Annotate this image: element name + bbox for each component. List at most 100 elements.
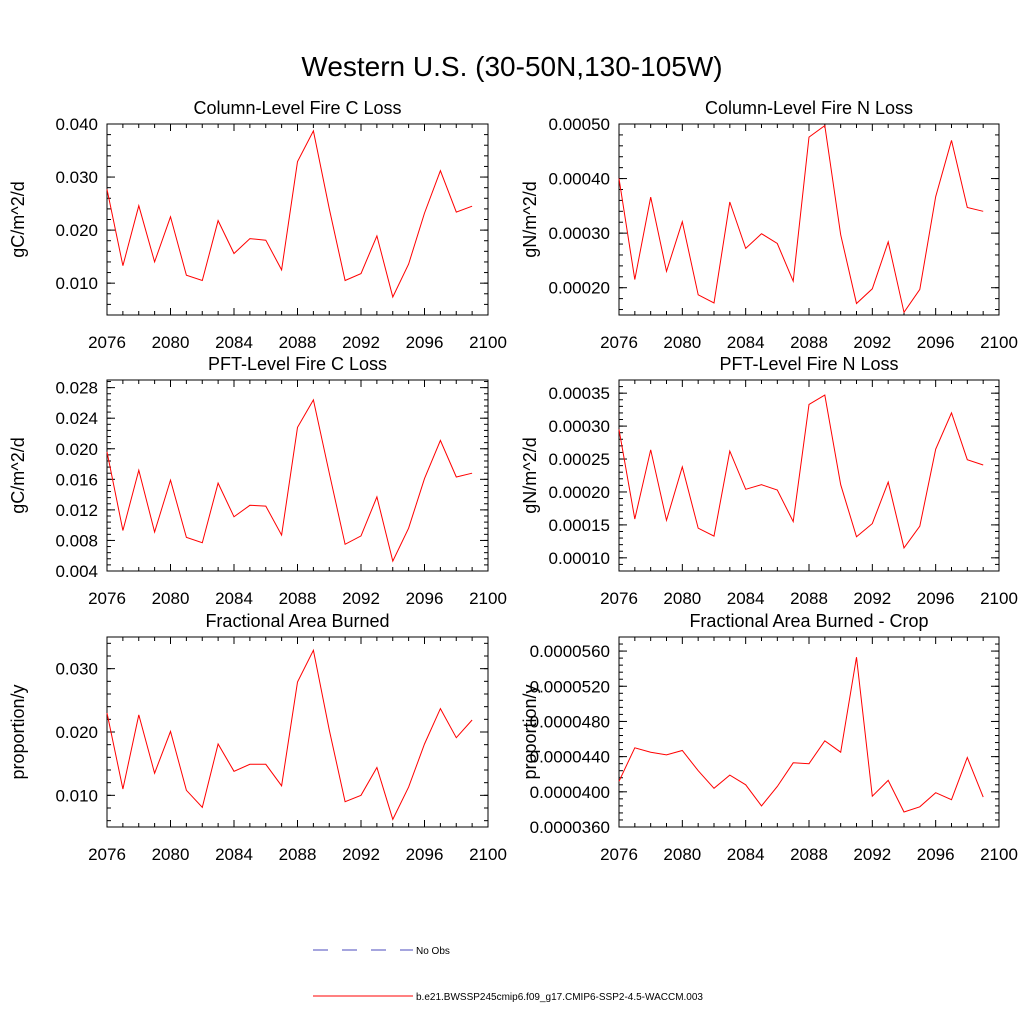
legend: No Obs b.e21.BWSSP245cmip6.f09_g17.CMIP6…: [313, 946, 703, 1003]
x-tick-label: 2100: [469, 333, 507, 352]
plot-frame: [618, 636, 1000, 828]
chart-panel: Column-Level Fire C Loss gC/m^2/d 2076 2080…: [8, 98, 507, 352]
x-tick-label: 2080: [152, 333, 190, 352]
y-tick-label: 0.00030: [549, 417, 610, 436]
series-line: [106, 398, 473, 563]
y-tick-label: 0.00025: [549, 450, 610, 469]
y-tick-label: 0.00040: [549, 170, 610, 189]
x-tick-label: 2080: [152, 845, 190, 864]
x-tick-label: 2100: [469, 589, 507, 608]
x-tick-label: 2096: [917, 589, 955, 608]
y-axis-label: gC/m^2/d: [8, 181, 28, 257]
y-tick-label: 0.008: [55, 531, 98, 550]
y-tick-label: 0.012: [55, 501, 98, 520]
y-tick-label: 0.00050: [549, 115, 610, 134]
chart-panel: PFT-Level Fire C Loss gC/m^2/d 2076 2080 208…: [8, 354, 507, 608]
plot-frame: [618, 123, 1000, 316]
x-tick-label: 2100: [980, 589, 1018, 608]
figure-title: Western U.S. (30-50N,130-105W): [301, 51, 722, 82]
series-line: [618, 124, 984, 314]
chart-panel: PFT-Level Fire N Loss gN/m^2/d 2076 2080 208…: [520, 354, 1018, 608]
x-tick-label: 2080: [152, 589, 190, 608]
x-tick-label: 2096: [406, 845, 444, 864]
series-line: [106, 648, 473, 821]
panel-grid: Column-Level Fire C Loss gC/m^2/d 2076 2080…: [8, 98, 1018, 864]
series-line: [106, 129, 473, 299]
x-tick-label: 2084: [215, 333, 253, 352]
x-tick-label: 2100: [469, 845, 507, 864]
x-tick-label: 2076: [600, 589, 638, 608]
y-tick-label: 0.0000480: [530, 712, 610, 731]
x-tick-label: 2100: [980, 845, 1018, 864]
y-tick-label: 0.0000520: [530, 677, 610, 696]
chart-panel: Column-Level Fire N Loss gN/m^2/d 2076 2080…: [520, 98, 1018, 352]
x-tick-label: 2080: [663, 845, 701, 864]
x-tick-label: 2076: [600, 333, 638, 352]
y-tick-label: 0.00020: [549, 483, 610, 502]
y-axis-label: gC/m^2/d: [8, 437, 28, 513]
y-tick-label: 0.004: [55, 562, 98, 581]
legend-model-label: b.e21.BWSSP245cmip6.f09_g17.CMIP6-SSP2-4…: [416, 992, 703, 1003]
y-tick-label: 0.020: [55, 440, 98, 459]
panel-title: Column-Level Fire C Loss: [193, 98, 401, 118]
y-tick-label: 0.040: [55, 115, 98, 134]
plot-frame: [106, 379, 489, 572]
plot-frame: [106, 123, 489, 316]
y-tick-label: 0.020: [55, 221, 98, 240]
y-axis-label: proportion/y: [520, 684, 540, 779]
y-tick-label: 0.00020: [549, 279, 610, 298]
x-tick-label: 2092: [342, 333, 380, 352]
x-tick-label: 2088: [790, 333, 828, 352]
chart-panel: Fractional Area Burned proportion/y 2076 20…: [8, 611, 507, 864]
y-tick-label: 0.010: [55, 274, 98, 293]
y-tick-label: 0.00035: [549, 384, 610, 403]
x-tick-label: 2096: [917, 845, 955, 864]
y-tick-label: 0.028: [55, 379, 98, 398]
y-tick-label: 0.0000360: [530, 818, 610, 837]
y-tick-label: 0.030: [55, 660, 98, 679]
y-axis-label: gN/m^2/d: [520, 437, 540, 513]
x-tick-label: 2096: [917, 333, 955, 352]
x-tick-label: 2088: [790, 845, 828, 864]
plot-frame: [106, 636, 489, 828]
x-tick-label: 2088: [279, 333, 317, 352]
x-tick-label: 2092: [853, 589, 891, 608]
x-tick-label: 2088: [790, 589, 828, 608]
panel-title: PFT-Level Fire C Loss: [208, 354, 387, 374]
x-tick-label: 2076: [88, 333, 126, 352]
x-tick-label: 2076: [88, 845, 126, 864]
x-tick-label: 2088: [279, 589, 317, 608]
y-tick-label: 0.00015: [549, 516, 610, 535]
chart-panel: Fractional Area Burned - Crop proportion/…: [520, 611, 1018, 864]
y-tick-label: 0.020: [55, 723, 98, 742]
x-tick-label: 2084: [727, 845, 765, 864]
x-tick-label: 2092: [853, 845, 891, 864]
y-tick-label: 0.0000440: [530, 748, 610, 767]
y-tick-label: 0.024: [55, 409, 98, 428]
panel-title: PFT-Level Fire N Loss: [719, 354, 898, 374]
x-tick-label: 2092: [342, 845, 380, 864]
y-tick-label: 0.030: [55, 168, 98, 187]
panel-title: Fractional Area Burned: [205, 611, 389, 631]
y-tick-label: 0.0000560: [530, 642, 610, 661]
x-tick-label: 2084: [215, 589, 253, 608]
y-tick-label: 0.010: [55, 786, 98, 805]
x-tick-label: 2092: [853, 333, 891, 352]
x-tick-label: 2084: [727, 333, 765, 352]
y-tick-label: 0.00010: [549, 549, 610, 568]
legend-obs-label: No Obs: [416, 946, 450, 957]
x-tick-label: 2096: [406, 589, 444, 608]
panel-title: Column-Level Fire N Loss: [705, 98, 913, 118]
y-tick-label: 0.0000400: [530, 783, 610, 802]
x-tick-label: 2096: [406, 333, 444, 352]
plot-frame: [618, 379, 1000, 572]
x-tick-label: 2088: [279, 845, 317, 864]
series-line: [618, 394, 984, 550]
series-line: [618, 657, 984, 813]
x-tick-label: 2084: [215, 845, 253, 864]
y-axis-label: proportion/y: [8, 684, 28, 779]
x-tick-label: 2084: [727, 589, 765, 608]
x-tick-label: 2080: [663, 333, 701, 352]
